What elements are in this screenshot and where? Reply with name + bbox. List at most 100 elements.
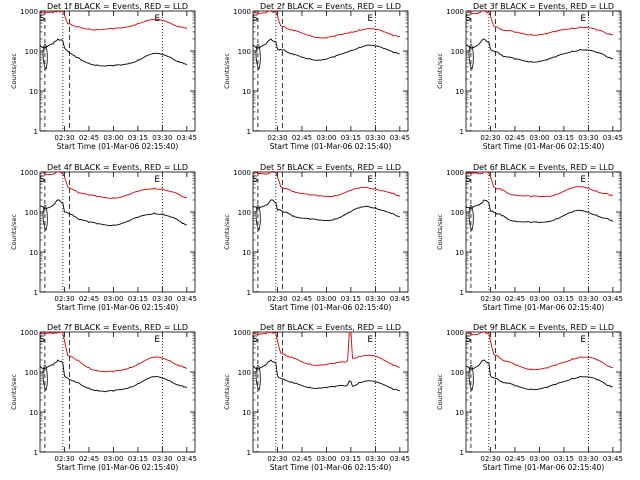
y-tick-label: 100 (238, 369, 251, 377)
start-loop-trace (42, 43, 48, 70)
panel-title: Det 9f BLACK = Events, RED = LLD (473, 323, 614, 332)
detector-panel: Det 8f BLACK = Events, RED = LLD 1 10 100 10… (223, 323, 410, 472)
y-tick-label: 100 (238, 48, 251, 56)
start-loop-trace (255, 43, 261, 70)
plot-frame (252, 171, 409, 293)
lld-series-line (465, 331, 613, 371)
end-marker: E (580, 14, 586, 24)
lld-series-line (465, 171, 614, 198)
x-tick-label: 02:45 (79, 295, 99, 303)
panel-title: Det 7f BLACK = Events, RED = LLD (47, 323, 188, 332)
y-axis-label: Counts/sec (223, 53, 231, 89)
x-tick-label: 03:00 (103, 455, 123, 463)
x-tick-label: 02:30 (480, 134, 500, 142)
y-tick-label: 10 (29, 249, 38, 257)
x-tick-label: 03:30 (365, 295, 385, 303)
detector-panel: Det 7f BLACK = Events, RED = LLD 1 10 100 10… (10, 323, 197, 472)
x-axis-label: Start Time (01-Mar-06 02:15:40) (57, 303, 179, 312)
x-tick-label: 03:00 (316, 455, 336, 463)
end-marker: E (580, 175, 586, 185)
detector-panel: Det 2f BLACK = Events, RED = LLD 1 10 100 10… (223, 2, 410, 151)
end-marker: E (154, 175, 160, 185)
end-marker: E (367, 335, 373, 345)
x-axis-label: Start Time (01-Mar-06 02:15:40) (57, 142, 179, 151)
end-marker: E (367, 175, 373, 185)
x-tick-label: 02:45 (79, 134, 99, 142)
events-series-line (465, 199, 614, 224)
y-axis-label: Counts/sec (436, 374, 444, 410)
detector-panel: Det 4f BLACK = Events, RED = LLD 1 10 100 10… (10, 163, 197, 312)
lld-series-line (39, 10, 188, 31)
x-tick-label: 03:15 (341, 455, 361, 463)
plot-frame (465, 10, 622, 132)
y-axis-label: Counts/sec (436, 53, 444, 89)
x-tick-label: 02:45 (292, 134, 312, 142)
plot-frame (252, 331, 409, 453)
x-tick-label: 03:15 (128, 134, 148, 142)
plot-frame (252, 10, 409, 132)
lld-series-line (39, 171, 187, 199)
y-tick-label: 100 (451, 48, 464, 56)
x-tick-label: 02:30 (267, 295, 287, 303)
y-tick-label: 1 (247, 289, 251, 297)
y-axis-label: Counts/sec (223, 374, 231, 410)
end-marker: E (367, 14, 373, 24)
y-axis-label: Counts/sec (10, 214, 18, 250)
y-axis-label: Counts/sec (10, 374, 18, 410)
y-tick-label: 100 (451, 369, 464, 377)
panel-title: Det 4f BLACK = Events, RED = LLD (47, 163, 188, 172)
x-axis-label: Start Time (01-Mar-06 02:15:40) (483, 463, 605, 472)
events-series-line (39, 38, 188, 67)
y-tick-label: 100 (25, 209, 38, 217)
plot-frame (39, 10, 196, 132)
detector-panel: Det 6f BLACK = Events, RED = LLD 1 10 100 10… (436, 163, 623, 312)
x-tick-label: 03:00 (103, 134, 123, 142)
y-tick-label: 1000 (446, 329, 464, 337)
y-tick-label: 10 (242, 409, 251, 417)
y-axis-label: Counts/sec (223, 214, 231, 250)
end-marker: E (154, 335, 160, 345)
x-tick-label: 03:00 (316, 134, 336, 142)
x-tick-label: 02:30 (480, 455, 500, 463)
events-series-line (252, 359, 400, 392)
y-tick-label: 10 (29, 409, 38, 417)
start-loop-trace (255, 204, 261, 231)
detector-panel: Det 5f BLACK = Events, RED = LLD 1 10 100 10… (223, 163, 410, 312)
start-loop-trace (468, 364, 474, 391)
detector-panel: Det 3f BLACK = Events, RED = LLD 1 10 100 10… (436, 2, 623, 151)
y-tick-label: 10 (242, 249, 251, 257)
panel-title: Det 2f BLACK = Events, RED = LLD (260, 2, 401, 11)
y-tick-label: 1000 (233, 8, 251, 16)
x-tick-label: 03:30 (365, 134, 385, 142)
y-axis-label: Counts/sec (10, 53, 18, 89)
x-tick-label: 03:15 (554, 134, 574, 142)
y-tick-label: 1 (460, 449, 464, 457)
lld-series-line (39, 331, 188, 373)
x-tick-label: 03:45 (390, 295, 410, 303)
y-tick-label: 10 (242, 88, 251, 96)
x-tick-label: 03:00 (529, 455, 549, 463)
start-loop-trace (42, 364, 48, 391)
plot-frame (39, 171, 196, 293)
y-tick-label: 1 (247, 128, 251, 136)
panel-title: Det 6f BLACK = Events, RED = LLD (473, 163, 614, 172)
events-series-line (252, 38, 400, 61)
detector-panel: Det 1f BLACK = Events, RED = LLD 1 10 100 10… (10, 2, 197, 151)
start-marker: S (252, 335, 258, 345)
events-series-line (252, 199, 401, 222)
x-tick-label: 03:30 (152, 295, 172, 303)
start-marker: S (465, 14, 471, 24)
x-tick-label: 03:30 (578, 295, 598, 303)
y-tick-label: 1 (34, 289, 38, 297)
panel-title: Det 3f BLACK = Events, RED = LLD (473, 2, 614, 11)
x-tick-label: 02:45 (505, 455, 525, 463)
x-tick-label: 03:00 (529, 134, 549, 142)
start-loop-trace (468, 204, 474, 231)
x-tick-label: 03:15 (554, 455, 574, 463)
plot-frame (465, 331, 622, 453)
x-axis-label: Start Time (01-Mar-06 02:15:40) (483, 142, 605, 151)
panel-title: Det 5f BLACK = Events, RED = LLD (260, 163, 401, 172)
x-tick-label: 02:45 (292, 455, 312, 463)
y-tick-label: 100 (238, 209, 251, 217)
y-tick-label: 1 (247, 449, 251, 457)
